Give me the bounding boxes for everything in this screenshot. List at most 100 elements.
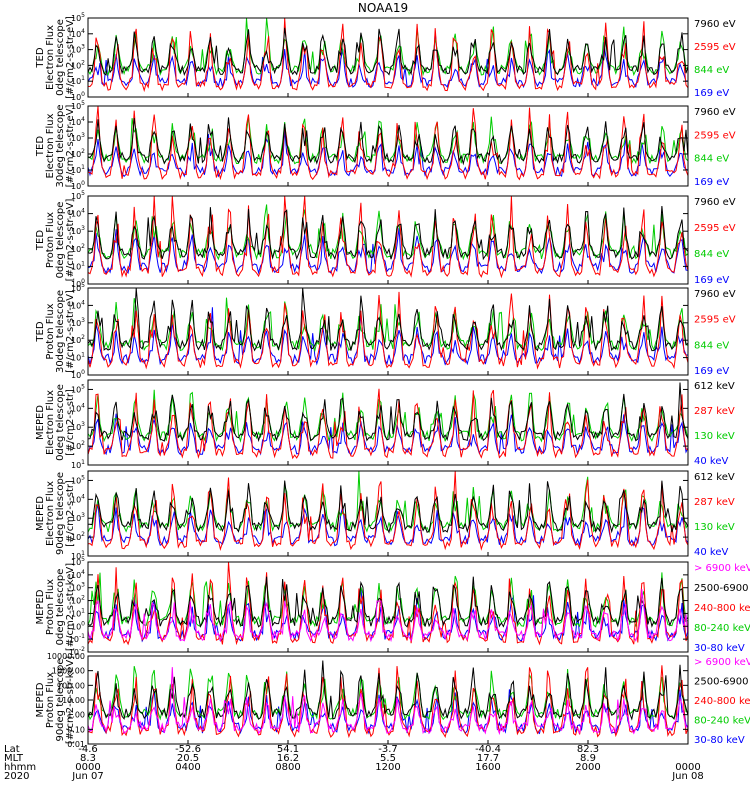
y-axis-label: Electron Flux [45, 25, 56, 90]
y-tick-label: 103 [71, 582, 85, 593]
legend-entry: 7960 eV [694, 19, 736, 30]
tick-exponent: 3 [81, 44, 85, 51]
series-line [87, 129, 689, 178]
legend-entry: 80-240 keV [694, 716, 750, 727]
y-tick-label: 1000.00 [52, 667, 85, 676]
tick-exponent: 3 [81, 132, 85, 139]
series-line [87, 227, 689, 275]
x-tick-label-lat: -3.7 [378, 744, 398, 755]
tick-exponent: 3 [81, 421, 85, 428]
tick-exponent: 2 [81, 334, 85, 341]
tick-exponent: 5 [81, 474, 85, 481]
y-tick-label: 102 [71, 440, 85, 451]
tick-exponent: 5 [81, 190, 85, 197]
tick-exponent: 2 [81, 243, 85, 250]
series-line [87, 195, 689, 279]
series-line [88, 480, 689, 534]
tick-exponent: 2 [81, 59, 85, 66]
series-line [87, 27, 689, 77]
y-axis-label: Proton Flux [45, 672, 56, 728]
y-tick-label: 105 [71, 474, 85, 485]
y-tick-label: 102 [71, 334, 85, 345]
y-axis-label: Proton Flux [45, 303, 56, 359]
series-line [87, 589, 689, 643]
y-axis-label: 30deg telescope [55, 290, 66, 373]
tick-exponent: 4 [81, 493, 85, 500]
y-axis-label: [#/cm2-s-str-eV] [65, 16, 76, 99]
y-axis-label: Proton Flux [45, 579, 56, 635]
x-tick-label-hhmm: 1600 [475, 762, 500, 773]
x-tick-label-lat: -4.6 [78, 744, 98, 755]
legend-entry: > 6900 keV [694, 563, 750, 574]
x-tick-label-mlt: 5.5 [380, 753, 396, 764]
y-axis-label: TED [35, 230, 46, 251]
y-tick-label: 1.00 [67, 711, 85, 720]
tick-exponent: 5 [81, 282, 85, 289]
tick-exponent: 3 [81, 225, 85, 232]
y-tick-label: 10000.00 [47, 652, 85, 661]
tick-exponent: 4 [81, 116, 85, 123]
y-axis-label: [#/cm2-s-str-eV] [65, 105, 76, 188]
y-axis-label: 0deg telescope [55, 384, 66, 461]
x-tick-label-lat: 54.1 [277, 744, 299, 755]
tick-exponent: 2 [81, 531, 85, 538]
series-line [87, 205, 689, 261]
y-tick-label: 10-2 [69, 646, 85, 657]
y-tick-label: 103 [71, 421, 85, 432]
tick-exponent: 3 [81, 512, 85, 519]
tick-exponent: 3 [81, 582, 85, 589]
y-axis-label: 0deg telescope [55, 202, 66, 279]
series-line [87, 382, 689, 443]
x-tick-label-hhmm: 0000 [675, 762, 700, 773]
y-tick-label: 104 [71, 569, 85, 580]
x-tick-label-lat: 82.3 [577, 744, 599, 755]
y-tick-label: 104 [71, 493, 85, 504]
y-tick-label: 10.00 [62, 696, 85, 705]
y-tick-label: 0.01 [67, 740, 85, 749]
plot-frame [87, 105, 689, 187]
y-axis-label: [#/cm2-s-str-keV] [65, 563, 76, 651]
x-tick-label-mlt: 8.9 [580, 753, 596, 764]
x-tick-label-hhmm: 0400 [175, 762, 200, 773]
y-tick-label: 101 [71, 607, 85, 618]
legend-entry: > 6900 keV [694, 657, 750, 668]
tick-exponent: 1 [81, 607, 85, 614]
tick-exponent: 1 [81, 352, 85, 359]
y-axis-label: TED [35, 321, 46, 342]
legend-entry: 2595 eV [694, 42, 736, 53]
x-tick-label-hhmm: 0800 [275, 762, 300, 773]
series-line [87, 576, 689, 628]
tick-exponent: 1 [81, 75, 85, 82]
legend-entry: 844 eV [694, 249, 729, 260]
tick-exponent: 1 [81, 164, 85, 171]
x-row-label: 2020 [4, 771, 29, 782]
y-tick-label: 105 [71, 282, 85, 293]
y-tick-label: 105 [71, 190, 85, 201]
series-line [87, 291, 689, 370]
tick-exponent: 2 [81, 148, 85, 155]
y-axis-label: [#/cm2-s-str] [65, 389, 76, 456]
legend-entry: 2595 eV [694, 315, 736, 326]
legend-entry: 240-800 keV [694, 696, 750, 707]
y-tick-label: 101 [71, 164, 85, 175]
x-tick-label-mlt: 20.5 [177, 753, 199, 764]
tick-exponent: 4 [81, 569, 85, 576]
x-tick-label-date: Jun 08 [671, 771, 704, 782]
y-tick-label: 100 [71, 278, 85, 289]
y-tick-label: 104 [71, 402, 85, 413]
y-tick-label: 100 [71, 91, 85, 102]
x-tick-label-hhmm: 1200 [375, 762, 400, 773]
tick-exponent: -1 [79, 633, 85, 640]
x-tick-label-mlt: 16.2 [277, 753, 299, 764]
tick-exponent: 0 [81, 91, 85, 98]
legend-entry: 287 keV [694, 497, 735, 508]
y-tick-label: 104 [71, 28, 85, 39]
tick-exponent: 5 [81, 556, 85, 563]
chart-title: NOAA19 [358, 1, 408, 15]
tick-exponent: -2 [79, 646, 85, 653]
y-axis-label: [#/cm2-s-str-keV] [65, 656, 76, 744]
y-axis-label: MEPED [35, 496, 46, 531]
